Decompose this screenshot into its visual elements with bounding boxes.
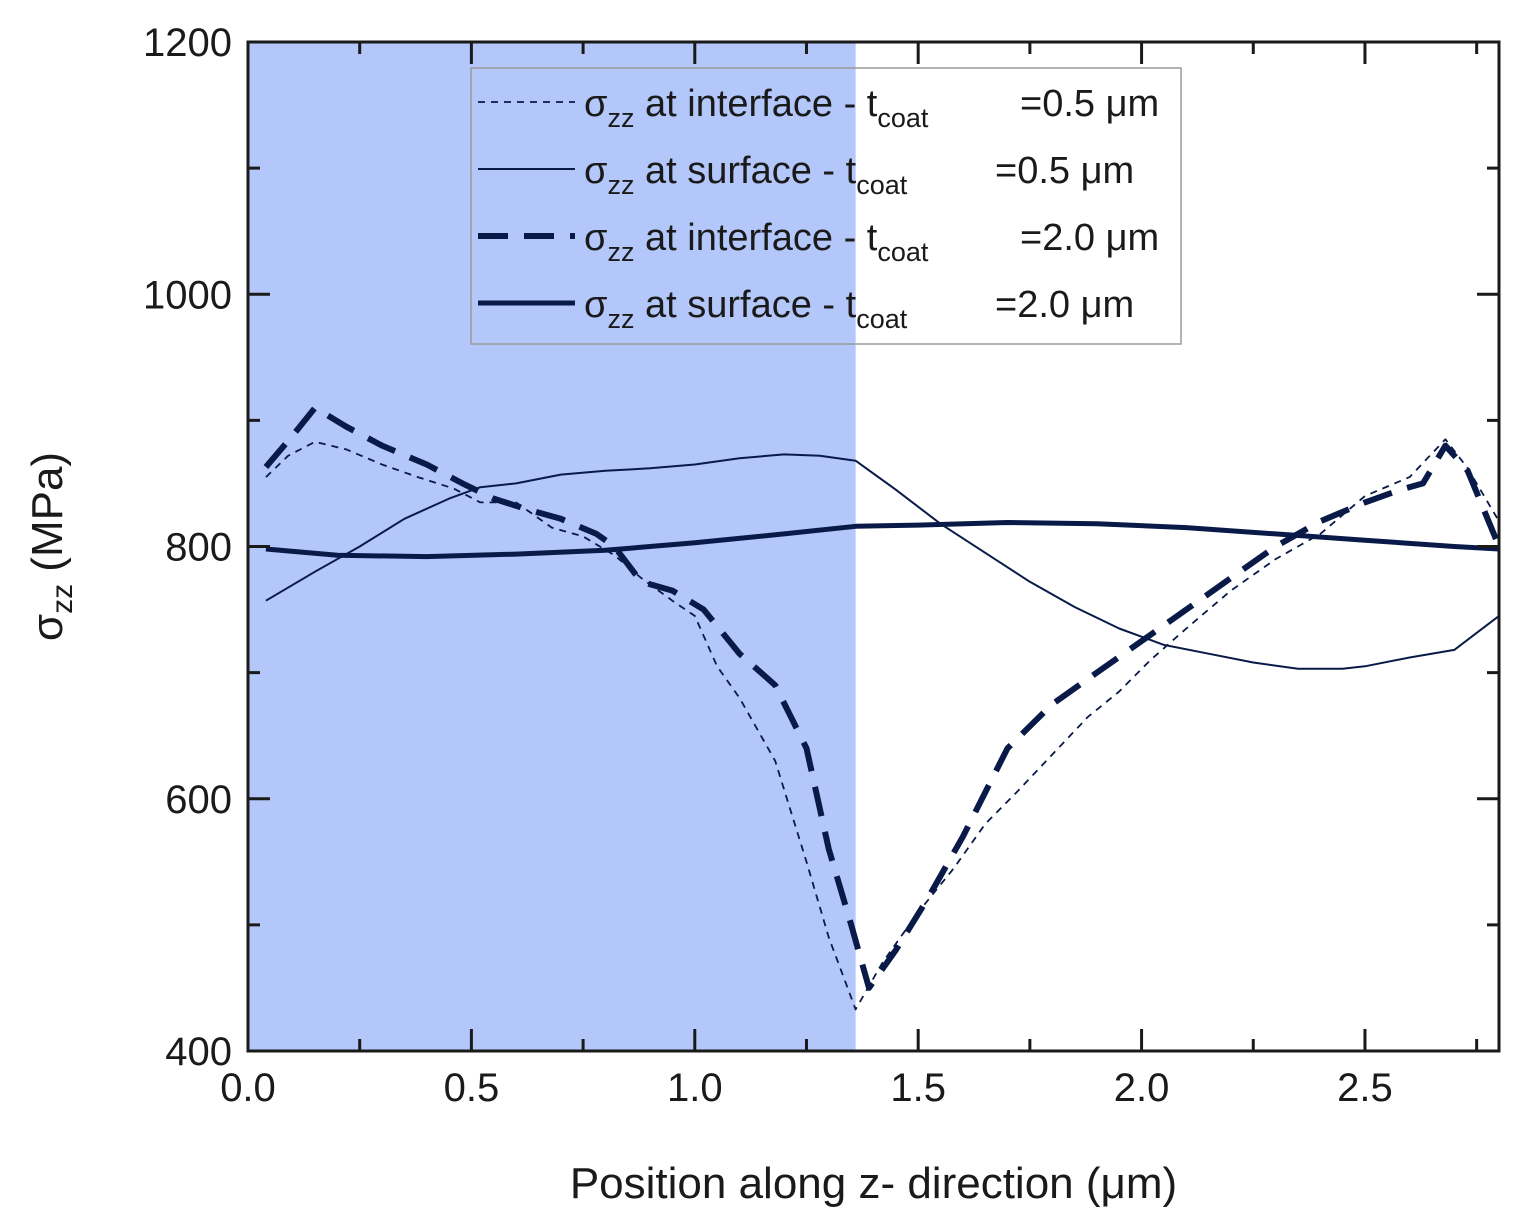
- y-tick-label: 400: [165, 1030, 232, 1074]
- legend-subscript: coat: [856, 304, 908, 334]
- x-axis-label: Position along z- direction (μm): [570, 1159, 1177, 1208]
- legend-value-1: =0.5 μm: [1020, 83, 1159, 125]
- x-tick-label: 1.0: [667, 1066, 723, 1110]
- legend-symbol: σ: [584, 83, 607, 125]
- legend-symbol: σ: [584, 150, 607, 192]
- y-tick-label: 1000: [143, 273, 232, 317]
- series-line-3: [263, 404, 1502, 991]
- series-line-4: [265, 520, 1500, 560]
- legend-box: [470, 67, 1182, 345]
- series-lines: [263, 404, 1502, 1011]
- legend-subscript: coat: [877, 103, 929, 133]
- x-tick-label: 1.5: [890, 1066, 946, 1110]
- y-axis-symbol: σ: [23, 614, 72, 641]
- legend-subscript: zz: [607, 237, 634, 267]
- legend-text: at surface - t: [634, 284, 856, 326]
- axis-ticks: [246, 40, 1499, 1053]
- legend-value-3: =2.0 μm: [1020, 217, 1159, 259]
- legend-text: at surface - t: [634, 150, 856, 192]
- legend-subscript: zz: [607, 304, 634, 334]
- y-tick-label: 800: [165, 526, 232, 570]
- y-axis-unit-spacer: [23, 572, 72, 584]
- legend-symbol: σ: [584, 284, 607, 326]
- x-tick-label: 2.0: [1114, 1066, 1170, 1110]
- y-axis-unit: (MPa): [23, 452, 72, 572]
- y-tick-label: 600: [165, 778, 232, 822]
- legend-label-2: σzz at surface - tcoat: [584, 150, 908, 200]
- legend-symbol: σ: [584, 217, 607, 259]
- coating-shaded-region: [248, 42, 856, 1051]
- legend-text: at interface - t: [634, 83, 877, 125]
- x-tick-label: 2.5: [1337, 1066, 1393, 1110]
- legend-subscript: zz: [607, 170, 634, 200]
- legend-value-4: =2.0 μm: [995, 284, 1134, 326]
- tick-labels: 0.0 0.5 1.0 1.5 2.0 2.5 400 600 800 1000 1200: [143, 21, 1393, 1110]
- x-tick-label: 0.5: [444, 1066, 500, 1110]
- legend-text: at interface - t: [634, 217, 877, 259]
- legend-subscript: coat: [856, 170, 908, 200]
- y-axis-subscript: zz: [46, 584, 79, 614]
- y-axis-label: σzz (MPa): [23, 452, 79, 641]
- legend-subscript: zz: [607, 103, 634, 133]
- legend-label-4: σzz at surface - tcoat: [584, 284, 908, 334]
- series-line-1: [265, 438, 1500, 1011]
- legend-value-2: =0.5 μm: [995, 150, 1134, 192]
- legend-subscript: coat: [877, 237, 929, 267]
- legend-label-1: σzz at interface - tcoat: [584, 83, 929, 133]
- x-tick-label: 0.0: [220, 1066, 276, 1110]
- legend-label-3: σzz at interface - tcoat: [584, 217, 929, 267]
- y-tick-label: 1200: [143, 21, 232, 65]
